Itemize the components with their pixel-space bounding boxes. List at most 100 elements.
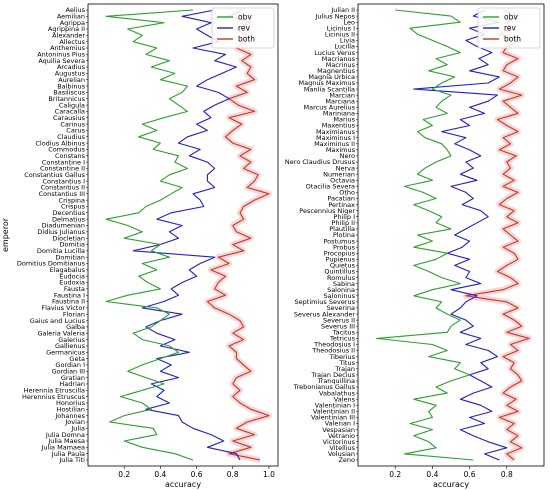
legend: obv rev both	[477, 7, 541, 49]
y-tick-label: Domitian	[55, 253, 85, 261]
y-tick-label: Aurelian	[58, 76, 85, 84]
y-tick-label: Nero Claudius Drusus	[285, 158, 356, 166]
y-tick-label: Romulus	[327, 274, 356, 282]
y-tick-label: Gratian	[61, 374, 85, 382]
y-tick-label: Licinius II	[325, 31, 355, 39]
y-tick-label: Honorius	[56, 399, 86, 407]
y-tick-label: Faustina I	[54, 291, 85, 299]
y-tick-label: Herennia Etruscilla	[24, 386, 85, 394]
legend-label-rev: rev	[238, 24, 251, 33]
y-tick-label: Marcus Aurelius	[304, 103, 356, 111]
x-tick-label: 0.4	[154, 470, 166, 479]
y-tick-label: Constantius Gallus	[24, 171, 85, 179]
y-tick-label: Procopius	[324, 249, 356, 257]
y-tick-label: Otacilia Severa	[306, 183, 355, 191]
y-tick-label: Johannes	[54, 412, 85, 420]
y-tick-label: Caracalla	[55, 108, 85, 116]
y-tick-label: Claudius	[57, 133, 85, 141]
y-tick-label: Balbinus	[57, 82, 85, 90]
y-tick-label: Decentius	[52, 209, 85, 217]
y-tick-label: Volusian	[328, 450, 355, 458]
y-tick-label: Constantine I	[42, 158, 85, 166]
y-tick-label: Crispina	[59, 196, 85, 204]
y-tick-label: Severus II	[323, 316, 355, 324]
x-tick-label: 0.8	[501, 470, 513, 479]
y-tick-label: Eudocia	[59, 272, 85, 280]
y-tick-label: Magnus Maximus	[299, 79, 356, 87]
y-tick-label: Agrippa	[60, 19, 85, 27]
y-tick-label: Tetricus	[329, 335, 356, 343]
y-tick-label: Trajan	[334, 365, 355, 373]
y-tick-label: Commodus	[48, 146, 85, 154]
y-tick-label: Clodius Albinus	[35, 139, 85, 147]
y-tick-label: Livia	[340, 37, 355, 45]
y-tick-label: Severina	[326, 304, 355, 312]
y-tick-label: Valens	[334, 395, 356, 403]
x-axis-label: accuracy	[433, 480, 469, 489]
y-tick-label: Titus	[338, 359, 355, 367]
x-tick-label: 0.6	[464, 470, 476, 479]
legend-box	[477, 7, 541, 49]
y-tick-label: Manlia Scantilla	[304, 85, 355, 93]
x-tick-label: 0.6	[191, 470, 203, 479]
y-tick-label: Valentinian I	[315, 401, 355, 409]
y-tick-label: Antoninus Pius	[37, 51, 85, 59]
x-tick-label: 0.8	[227, 470, 239, 479]
legend: obv rev both	[211, 7, 275, 49]
y-tick-label: Galeria Valeria	[37, 329, 85, 337]
series-rev-line	[132, 9, 241, 461]
y-tick-label: Anthemius	[50, 44, 85, 52]
y-tick-label: Nero	[340, 152, 355, 160]
x-tick-label: 0.4	[426, 470, 438, 479]
y-tick-label: Gallienus	[55, 342, 86, 350]
y-tick-label: Gordian I	[55, 361, 85, 369]
y-tick-label: Vabalathus	[319, 389, 356, 397]
y-tick-label: Marciana	[325, 97, 355, 105]
series-rev-line	[413, 9, 508, 461]
y-tick-label: Constantius I	[42, 177, 85, 185]
y-tick-label: Pertinax	[328, 201, 355, 209]
y-tick-label: Marcian	[329, 91, 355, 99]
x-axis-label: accuracy	[165, 480, 201, 489]
y-tick-label: Carinus	[60, 120, 85, 128]
y-tick-label: Fausta	[64, 285, 85, 293]
y-tick-label: Constantius II	[41, 184, 86, 192]
y-tick-label: Aelius	[66, 6, 86, 14]
y-tick-label: Lucilla	[334, 43, 355, 51]
axes-frame	[357, 3, 545, 467]
y-tick-label: Septimius Severus	[295, 298, 356, 306]
y-tick-label: Gordian III	[52, 367, 86, 375]
y-tick-label: Maximianus	[316, 128, 356, 136]
y-tick-label: Victorinus	[323, 438, 356, 446]
y-tick-label: Sabina	[333, 280, 355, 288]
y-tick-label: Domitia	[60, 241, 85, 249]
y-axis-label: emperor	[1, 217, 10, 252]
y-tick-label: Domitia Lucilla	[37, 247, 85, 255]
y-tick-label: Otho	[339, 189, 355, 197]
y-tick-label: Galba	[66, 323, 85, 331]
x-tick-label: 0.2	[389, 470, 401, 479]
y-tick-label: Didius Julianus	[37, 228, 85, 236]
y-tick-label: Gaius and Lucius	[30, 317, 86, 325]
y-tick-label: Pescennius Niger	[299, 207, 355, 215]
y-tick-label: Macrianus	[322, 55, 356, 63]
y-tick-label: Diocletian	[52, 234, 85, 242]
y-tick-label: Nerva	[336, 164, 355, 172]
y-tick-label: Maximus	[326, 146, 356, 154]
y-tick-label: Tiberius	[328, 353, 355, 361]
y-tick-label: Alexander	[52, 32, 85, 40]
y-tick-label: Elagabalus	[50, 266, 86, 274]
y-tick-label: Numerian	[323, 170, 355, 178]
y-tick-label: Carausius	[53, 114, 86, 122]
y-tick-label: Herennius Etruscus	[22, 393, 86, 401]
y-tick-label: Delmatius	[52, 215, 86, 223]
y-tick-label: Flavius Victor	[41, 304, 85, 312]
legend-label-obv: obv	[238, 13, 252, 22]
y-tick-label: Julia Mamaea	[40, 444, 85, 452]
y-tick-label: Julia Titi	[58, 456, 85, 464]
y-tick-label: Trajan Decius	[310, 371, 355, 379]
y-tick-label: Trebonianus Gallus	[293, 383, 356, 391]
y-tick-label: Julia	[70, 425, 85, 433]
series-both-line	[206, 9, 270, 461]
y-tick-label: Basiliscus	[53, 89, 85, 97]
